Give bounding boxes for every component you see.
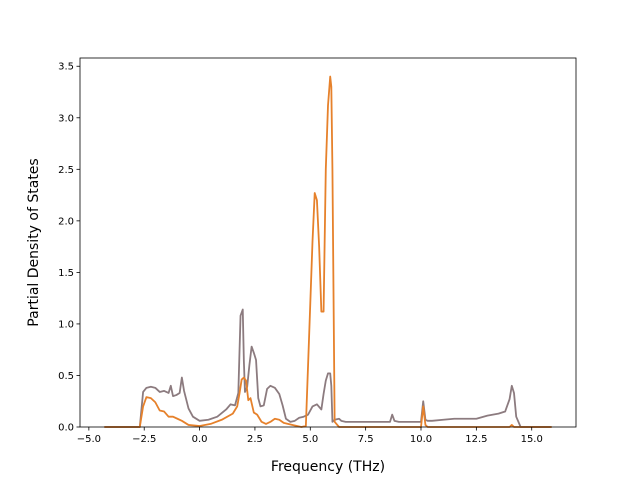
x-tick-label: −5.0 xyxy=(77,434,101,445)
y-tick-label: 0.5 xyxy=(58,371,74,382)
x-tick-label: 2.5 xyxy=(247,434,263,445)
y-tick-label: 3.0 xyxy=(58,113,74,124)
x-tick-label: 12.5 xyxy=(465,434,487,445)
y-tick-label: 1.5 xyxy=(58,268,74,279)
series-line-2 xyxy=(104,75,552,428)
x-tick-label: 0.0 xyxy=(192,434,208,445)
x-tick-label: −2.5 xyxy=(132,434,156,445)
x-tick-label: 15.0 xyxy=(521,434,543,445)
y-tick-label: 1.0 xyxy=(58,319,74,330)
y-tick-label: 0.0 xyxy=(58,423,74,434)
series-line-1 xyxy=(104,308,552,428)
plot-series xyxy=(104,75,552,428)
x-axis-ticks: −5.0 −2.5 0.0 2.5 5.0 7.5 10.0 12.5 15.0 xyxy=(77,427,543,445)
x-axis-title: Frequency (THz) xyxy=(271,459,385,475)
y-tick-label: 2.5 xyxy=(58,165,74,176)
plot-frame xyxy=(79,57,577,428)
x-tick-label: 10.0 xyxy=(410,434,432,445)
x-tick-label: 5.0 xyxy=(302,434,318,445)
y-tick-label: 3.5 xyxy=(58,62,74,73)
y-axis-ticks: 0.0 0.5 1.0 1.5 2.0 2.5 3.0 3.5 xyxy=(58,62,80,434)
x-tick-label: 7.5 xyxy=(358,434,374,445)
y-tick-label: 2.0 xyxy=(58,216,74,227)
y-axis-title: Partial Density of States xyxy=(26,158,42,326)
